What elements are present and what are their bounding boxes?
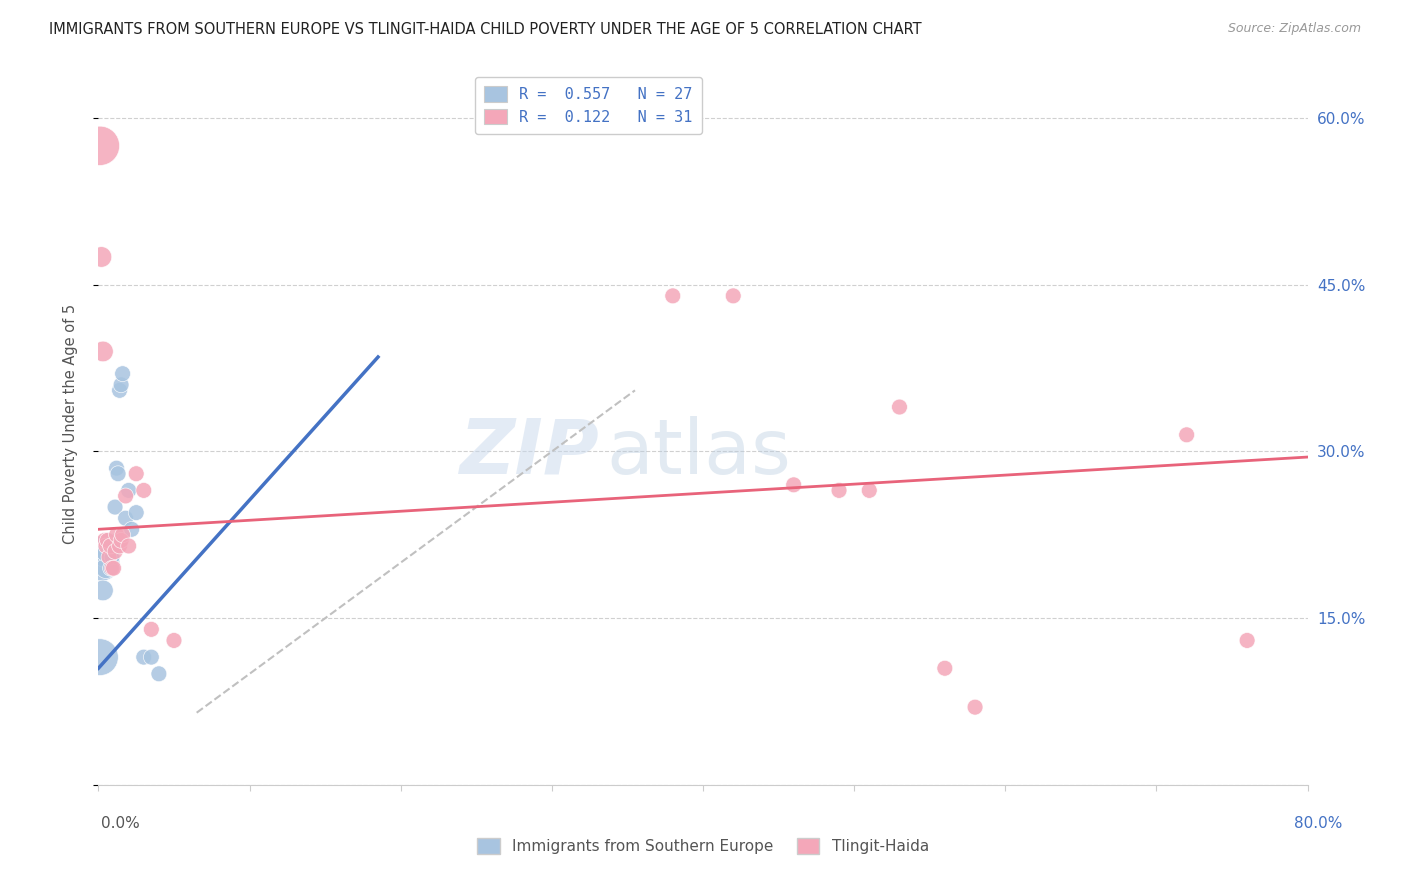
Point	[723, 289, 745, 303]
Point	[108, 384, 131, 398]
Point	[98, 539, 121, 553]
Point	[96, 539, 118, 553]
Point	[118, 483, 141, 498]
Point	[111, 528, 134, 542]
Text: atlas: atlas	[606, 416, 792, 490]
Point	[661, 289, 683, 303]
Point	[91, 344, 114, 359]
Legend: Immigrants from Southern Europe, Tlingit-Haida: Immigrants from Southern Europe, Tlingit…	[471, 832, 935, 861]
Point	[118, 539, 141, 553]
Point	[100, 561, 122, 575]
Point	[90, 250, 112, 264]
Point	[104, 544, 127, 558]
Point	[125, 467, 148, 481]
Point	[110, 533, 132, 548]
Point	[100, 539, 122, 553]
Point	[105, 528, 128, 542]
Point	[141, 650, 163, 665]
Point	[90, 556, 112, 570]
Point	[1175, 427, 1198, 442]
Point	[94, 539, 117, 553]
Point	[108, 539, 131, 553]
Point	[828, 483, 851, 498]
Point	[96, 533, 118, 548]
Point	[103, 539, 125, 553]
Point	[101, 561, 124, 575]
Point	[104, 500, 127, 514]
Point	[93, 550, 115, 565]
Point	[934, 661, 956, 675]
Point	[105, 461, 128, 475]
Point	[121, 522, 143, 536]
Text: Source: ZipAtlas.com: Source: ZipAtlas.com	[1227, 22, 1361, 36]
Point	[94, 561, 117, 575]
Point	[101, 550, 124, 565]
Point	[107, 467, 129, 481]
Point	[783, 478, 806, 492]
Point	[89, 650, 111, 665]
Text: ZIP: ZIP	[461, 416, 600, 490]
Point	[98, 533, 121, 548]
Point	[148, 666, 170, 681]
Point	[100, 539, 122, 553]
Point	[110, 377, 132, 392]
Text: IMMIGRANTS FROM SOUTHERN EUROPE VS TLINGIT-HAIDA CHILD POVERTY UNDER THE AGE OF : IMMIGRANTS FROM SOUTHERN EUROPE VS TLING…	[49, 22, 922, 37]
Point	[94, 544, 117, 558]
Point	[132, 483, 155, 498]
Point	[103, 561, 125, 575]
Point	[114, 511, 136, 525]
Point	[125, 506, 148, 520]
Point	[163, 633, 186, 648]
Point	[858, 483, 880, 498]
Y-axis label: Child Poverty Under the Age of 5: Child Poverty Under the Age of 5	[63, 303, 77, 544]
Text: 0.0%: 0.0%	[101, 816, 141, 831]
Text: 80.0%: 80.0%	[1295, 816, 1343, 831]
Point	[965, 700, 987, 714]
Point	[1236, 633, 1258, 648]
Point	[111, 367, 134, 381]
Point	[91, 539, 114, 553]
Point	[89, 138, 111, 153]
Point	[141, 623, 163, 637]
Point	[889, 400, 911, 414]
Point	[93, 533, 115, 548]
Point	[98, 550, 121, 565]
Point	[114, 489, 136, 503]
Point	[91, 583, 114, 598]
Point	[132, 650, 155, 665]
